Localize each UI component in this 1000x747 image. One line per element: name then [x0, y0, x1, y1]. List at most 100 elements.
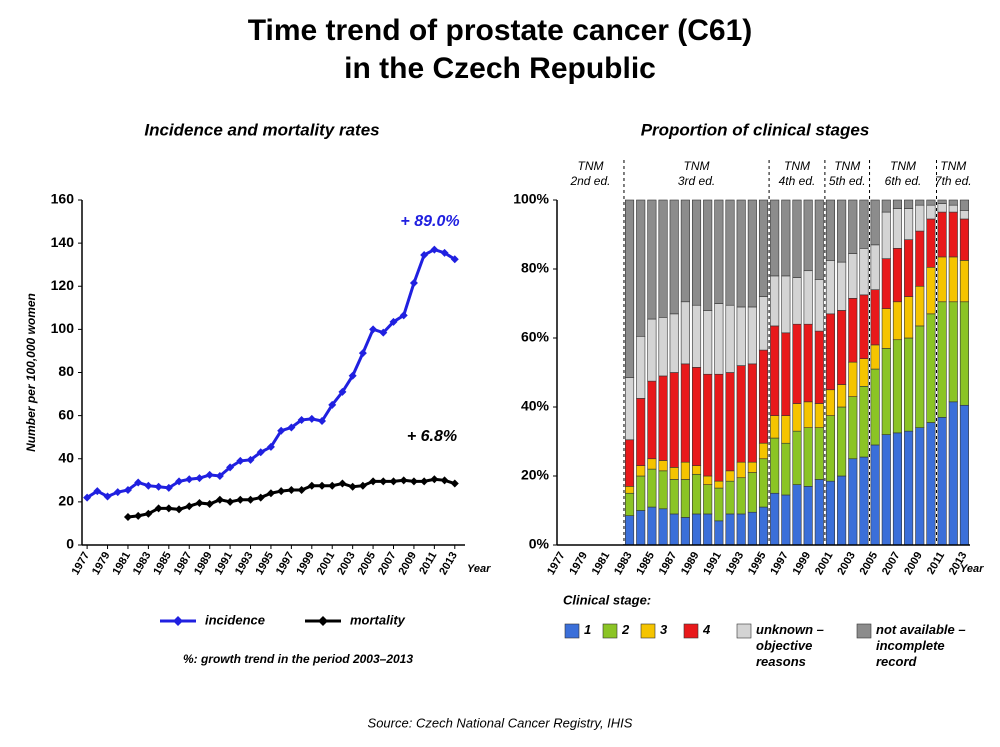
y-tick-label: 80% — [521, 260, 550, 276]
bar-segment — [915, 199, 925, 206]
edition-label: 4th ed. — [779, 174, 816, 188]
point — [154, 504, 163, 513]
edition-label: 2nd ed. — [569, 174, 610, 188]
bar-segment — [725, 372, 735, 472]
bar-segment — [870, 444, 880, 546]
y-tick-label: 40% — [521, 398, 550, 414]
annotation: + 6.8% — [407, 428, 457, 445]
bar-segment — [926, 266, 936, 315]
bar-segment — [959, 260, 969, 303]
edition-label: 3rd ed. — [678, 174, 715, 188]
bar-segment — [647, 318, 657, 382]
bar-segment — [892, 199, 902, 209]
x-tick-label: 1999 — [791, 550, 814, 577]
bar-segment — [714, 520, 724, 546]
bar-segment — [937, 203, 947, 213]
bar-segment — [747, 199, 757, 308]
legend-label: incidence — [205, 612, 265, 627]
bar-segment — [669, 313, 679, 373]
bar-segment — [915, 204, 925, 232]
bar-segment — [647, 380, 657, 460]
x-tick-label: 1979 — [567, 550, 590, 577]
x-tick-label: 2005 — [356, 550, 379, 577]
bar-segment — [837, 475, 847, 546]
y-tick-label: 60% — [521, 329, 550, 345]
bar-segment — [870, 199, 880, 246]
bar-segment — [837, 384, 847, 408]
bar-segment — [803, 323, 813, 403]
x-axis-label: Year — [467, 563, 491, 575]
bar-segment — [848, 298, 858, 363]
x-tick-label: 2007 — [880, 550, 903, 577]
bar-segment — [926, 422, 936, 546]
edition-label: TNM — [940, 159, 966, 173]
bar-segment — [658, 470, 668, 510]
source: Source: Czech National Cancer Registry, … — [368, 715, 633, 730]
point — [185, 475, 194, 484]
bar-segment — [725, 304, 735, 373]
point — [134, 478, 143, 487]
bar-segment — [881, 308, 891, 349]
point — [154, 482, 163, 491]
edition-label: TNM — [577, 159, 603, 173]
point — [256, 493, 265, 502]
chart-title: Proportion of clinical stages — [641, 120, 870, 139]
bar-segment — [792, 403, 802, 432]
legend-label-box: not available – incomplete record — [876, 622, 966, 669]
bar-segment — [747, 363, 757, 463]
bar-segment — [770, 325, 780, 416]
bar-segment — [736, 461, 746, 479]
bar-segment — [714, 487, 724, 522]
x-tick-label: 1981 — [110, 550, 133, 577]
bar-segment — [703, 484, 713, 515]
bar-segment — [959, 404, 969, 546]
y-tick-label: 20 — [58, 493, 74, 509]
point — [358, 481, 367, 490]
bar-segment — [747, 306, 757, 365]
point — [175, 505, 184, 514]
bar-segment — [758, 296, 769, 351]
x-tick-label: 1977 — [545, 550, 568, 577]
bar-segment — [691, 304, 702, 368]
bar-segment — [814, 427, 824, 480]
legend-marker — [318, 616, 328, 626]
bar-segment — [948, 211, 958, 258]
bar-segment — [680, 461, 690, 480]
bar-segment — [926, 204, 936, 220]
bar-segment — [703, 373, 713, 477]
bar-segment — [658, 508, 668, 546]
annotation: + 89.0% — [400, 213, 459, 230]
edition-label: TNM — [684, 159, 710, 173]
x-tick-label: 2001 — [315, 550, 338, 577]
bar-segment — [781, 332, 791, 416]
y-tick-label: 140 — [51, 234, 75, 250]
bar-segment — [758, 199, 769, 297]
bar-segment — [736, 365, 746, 463]
edition-label: 7th ed. — [935, 174, 972, 188]
y-tick-label: 160 — [51, 191, 75, 207]
point — [409, 477, 418, 486]
bar-segment — [647, 468, 657, 508]
bar-segment — [781, 275, 791, 334]
y-axis-label: Number per 100,000 women — [24, 293, 38, 452]
bar-segment — [792, 484, 802, 546]
point — [195, 498, 204, 507]
bar-segment — [725, 513, 735, 546]
x-tick-label: 1987 — [657, 550, 680, 577]
legend-swatch — [564, 623, 580, 639]
bar-segment — [647, 506, 657, 546]
note: %: growth trend in the period 2003–2013 — [183, 652, 413, 666]
bar-segment — [926, 218, 936, 268]
bar-segment — [625, 439, 635, 487]
bar-segment — [803, 427, 813, 487]
bar-segment — [915, 230, 925, 287]
point — [420, 477, 429, 486]
bar-segment — [892, 432, 902, 546]
bar-segment — [881, 348, 891, 435]
bar-segment — [848, 199, 858, 254]
y-tick-label: 80 — [58, 363, 74, 379]
y-tick-label: 120 — [51, 277, 75, 293]
bar-segment — [959, 301, 969, 406]
x-tick-label: 1993 — [233, 550, 256, 577]
point — [185, 502, 194, 511]
